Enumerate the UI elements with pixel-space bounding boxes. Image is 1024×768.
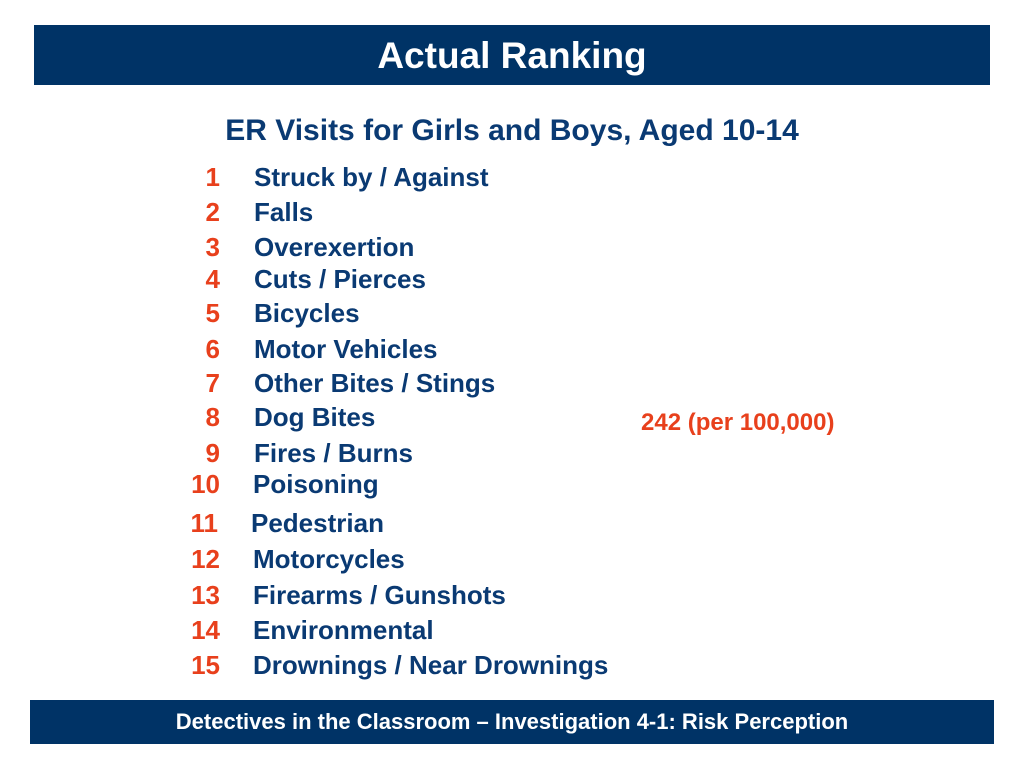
ranking-item: 13 Firearms / Gunshots xyxy=(0,580,1024,610)
rank-label: Dog Bites xyxy=(254,402,376,432)
ranking-item: 1 Struck by / Against xyxy=(0,162,1024,192)
rate-annotation: 242 (per 100,000) xyxy=(641,409,835,436)
ranking-item: 4 Cuts / Pierces xyxy=(0,264,1024,294)
rank-number: 5 xyxy=(205,298,220,328)
ranking-item: 11 Pedestrian xyxy=(0,508,1024,538)
rank-number: 6 xyxy=(205,334,220,364)
rank-label: Cuts / Pierces xyxy=(254,264,426,294)
rank-label: Bicycles xyxy=(254,298,360,328)
rank-number: 15 xyxy=(191,650,220,680)
ranking-item: 12 Motorcycles xyxy=(0,544,1024,574)
rank-label: Pedestrian xyxy=(251,508,384,538)
rank-number: 2 xyxy=(205,197,220,227)
rank-label: Motorcycles xyxy=(253,544,405,574)
ranking-item: 10 Poisoning xyxy=(0,469,1024,499)
ranking-item: 14 Environmental xyxy=(0,615,1024,645)
slide-title: Actual Ranking xyxy=(377,34,647,76)
ranking-item: 15 Drownings / Near Drownings xyxy=(0,650,1024,680)
footer-caption: Detectives in the Classroom – Investigat… xyxy=(175,709,849,734)
ranking-item: 8 Dog Bites xyxy=(0,402,1024,432)
rank-number: 1 xyxy=(205,162,220,192)
rank-label: Firearms / Gunshots xyxy=(253,580,506,610)
ranking-item: 9 Fires / Burns xyxy=(0,438,1024,468)
rank-label: Motor Vehicles xyxy=(254,334,438,364)
rank-number: 10 xyxy=(191,469,220,499)
footer-banner: Detectives in the Classroom – Investigat… xyxy=(30,700,994,744)
rank-label: Struck by / Against xyxy=(254,162,489,192)
title-banner: Actual Ranking xyxy=(34,25,990,85)
rank-number: 3 xyxy=(205,232,220,262)
rank-label: Poisoning xyxy=(253,469,379,499)
ranking-item: 7 Other Bites / Stings xyxy=(0,368,1024,398)
ranking-item: 5 Bicycles xyxy=(0,298,1024,328)
slide-subtitle: ER Visits for Girls and Boys, Aged 10-14 xyxy=(225,114,799,147)
rank-number: 4 xyxy=(205,264,220,294)
rank-number: 11 xyxy=(190,508,219,538)
rank-number: 14 xyxy=(191,615,220,645)
rank-label: Environmental xyxy=(253,615,434,645)
rank-label: Other Bites / Stings xyxy=(254,368,496,398)
ranking-item: 3 Overexertion xyxy=(0,232,1024,262)
rank-label: Fires / Burns xyxy=(254,438,413,468)
rank-label: Falls xyxy=(254,197,314,227)
rank-label: Drownings / Near Drownings xyxy=(253,650,609,680)
rank-number: 13 xyxy=(191,580,220,610)
ranking-item: 6 Motor Vehicles xyxy=(0,334,1024,364)
ranking-item: 2 Falls xyxy=(0,197,1024,227)
rank-number: 8 xyxy=(205,402,220,432)
rank-label: Overexertion xyxy=(254,232,415,262)
rank-number: 9 xyxy=(205,438,220,468)
rank-number: 7 xyxy=(205,368,220,398)
rank-number: 12 xyxy=(191,544,220,574)
